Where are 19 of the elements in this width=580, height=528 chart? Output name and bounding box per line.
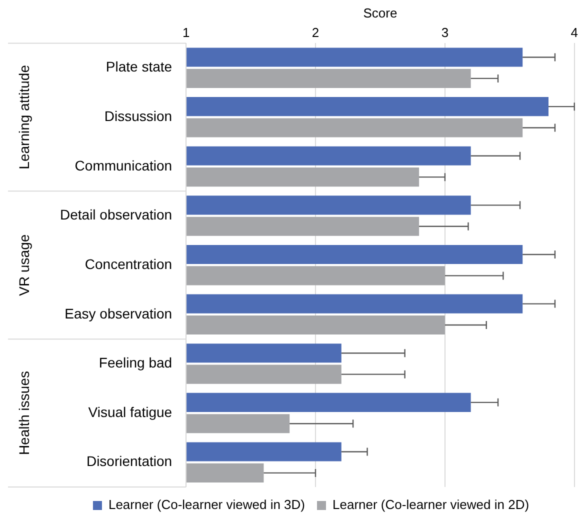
y-tick-label: Visual fatigue	[88, 404, 172, 420]
legend-label: Learner (Co-learner viewed in 3D)	[108, 497, 305, 512]
text: Learning attitude	[16, 64, 32, 170]
y-tick-label: Dissussion	[104, 108, 172, 124]
x-axis-title: Score	[363, 5, 398, 20]
y-tick-label: Concentration	[84, 256, 172, 272]
x-tick-label: 4	[570, 24, 578, 40]
y-tick-label: Easy observation	[64, 305, 172, 322]
y-tick-label: Disorientation	[86, 453, 172, 470]
y-tick-label: Feeling bad	[98, 354, 172, 371]
y-tick-label: Detail observation	[60, 206, 172, 223]
y-tick-label: Communication	[74, 157, 172, 174]
x-tick-label: 2	[312, 24, 320, 40]
x-tick-label: 3	[441, 24, 449, 40]
x-tick-label: 1	[182, 24, 190, 40]
text: Health issues	[16, 371, 32, 456]
y-tick-label: Plate state	[106, 58, 172, 75]
text: VR usage	[16, 234, 32, 296]
legend-label: Learner (Co-learner viewed in 2D)	[332, 497, 530, 512]
